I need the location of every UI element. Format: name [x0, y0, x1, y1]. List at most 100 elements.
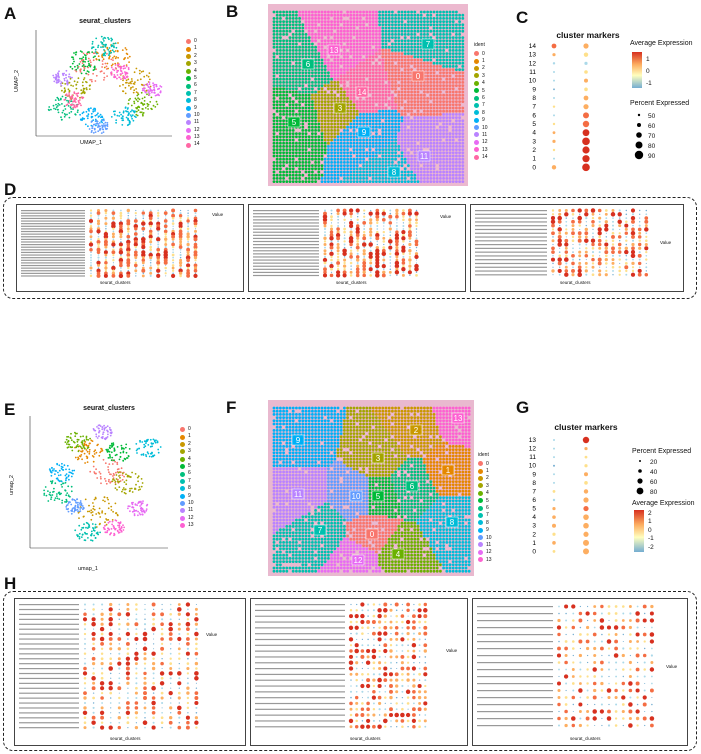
spatial-spot — [311, 84, 314, 87]
spatial-spot — [455, 52, 458, 55]
spatial-spot — [458, 180, 461, 184]
spatial-spot — [355, 20, 359, 23]
umap-point — [94, 67, 96, 69]
spatial-spot — [371, 135, 375, 139]
spatial-spot — [333, 116, 337, 119]
spatial-spot — [346, 77, 349, 81]
spatial-spot — [311, 29, 314, 33]
spatial-spot — [298, 20, 301, 23]
spatial-spot — [285, 55, 289, 59]
spatial-spot — [442, 68, 445, 71]
spatial-spot — [381, 93, 385, 97]
spatial-spot — [371, 180, 375, 184]
umap-point — [57, 111, 60, 114]
spatial-spot — [346, 151, 349, 155]
spatial-spot — [320, 87, 324, 91]
spatial-spot — [432, 20, 436, 23]
spatial-label: 14 — [358, 88, 367, 97]
umap-point — [104, 43, 107, 46]
pathway-dot — [597, 242, 602, 247]
spatial-spot — [282, 148, 285, 152]
spatial-spot — [285, 167, 289, 171]
spatial-spot — [279, 49, 282, 52]
umap-point — [122, 110, 125, 113]
spatial-spot — [298, 61, 301, 65]
pathway-dot — [329, 227, 334, 231]
spatial-spot — [375, 125, 378, 129]
spatial-spot — [359, 77, 362, 81]
spatial-spot — [403, 122, 407, 126]
pathway-dot — [187, 241, 189, 243]
pathway-dot — [375, 214, 380, 219]
spatial-spot — [301, 90, 305, 94]
pathway-dot — [112, 262, 114, 264]
umap-point — [54, 99, 57, 101]
spatial-spot — [384, 122, 388, 126]
pathway-dot — [350, 259, 352, 261]
panel-letter-b: B — [226, 2, 239, 21]
spatial-spot — [442, 145, 445, 148]
spatial-spot — [275, 161, 279, 164]
spatial-spot — [327, 17, 330, 20]
spatial-spot — [394, 116, 397, 119]
pathway-dot — [395, 267, 399, 271]
spatial-spot — [352, 71, 356, 75]
umap-point — [113, 50, 115, 53]
spatial-spot — [391, 154, 394, 158]
spatial-spot — [282, 161, 285, 164]
spatial-spot — [320, 84, 324, 87]
spatial-spot — [423, 145, 426, 148]
spatial-spot — [365, 42, 369, 46]
spatial-spot — [285, 71, 289, 75]
spatial-spot — [272, 61, 276, 65]
spatial-spot — [461, 29, 465, 33]
spatial-spot — [394, 58, 397, 62]
spatial-spot — [432, 84, 436, 87]
spatial-spot — [291, 154, 295, 158]
pathway-dot — [375, 254, 380, 260]
umap-point — [110, 58, 113, 61]
spatial-spot — [307, 29, 311, 33]
spatial-spot — [365, 154, 369, 158]
spatial-spot — [343, 39, 346, 43]
pathway-dot — [186, 273, 191, 278]
spatial-spot — [333, 157, 337, 161]
spatial-spot — [285, 52, 289, 55]
spatial-spot — [445, 90, 449, 94]
spatial-spot — [343, 170, 346, 174]
spatial-spot — [387, 151, 391, 155]
spatial-spot — [327, 177, 330, 180]
pathway-dot — [355, 233, 360, 238]
pathway-dot — [165, 275, 167, 277]
spatial-spot — [394, 26, 397, 30]
spatial-spot — [295, 180, 298, 184]
panel-letter-c: C — [516, 8, 529, 27]
marker-dot — [582, 155, 590, 163]
spatial-spot — [288, 145, 292, 148]
pathway-dot — [402, 243, 404, 246]
spatial-spot — [320, 39, 324, 43]
spatial-spot — [282, 90, 285, 94]
spatial-spot — [435, 141, 439, 145]
spatial-spot — [298, 161, 301, 164]
spatial-spot — [285, 77, 289, 81]
spatial-spot — [272, 122, 276, 126]
spatial-spot — [413, 151, 417, 155]
spatial-spot — [352, 87, 356, 91]
umap-point — [104, 62, 107, 65]
umap-point — [72, 56, 74, 59]
pathway-dot — [171, 234, 176, 239]
spatial-spot — [352, 180, 356, 184]
spatial-spot — [403, 141, 407, 145]
spatial-spot — [403, 23, 407, 27]
legend-label: 11 — [194, 119, 200, 126]
spatial-spot — [378, 29, 381, 33]
spatial-spot — [432, 65, 436, 68]
spatial-spot — [317, 116, 321, 119]
umap-point — [118, 111, 121, 114]
pathway-dot — [571, 213, 575, 216]
umap-point — [75, 51, 77, 54]
legend-dot — [474, 154, 479, 160]
spatial-spot — [375, 71, 378, 75]
spatial-spot — [410, 45, 413, 49]
